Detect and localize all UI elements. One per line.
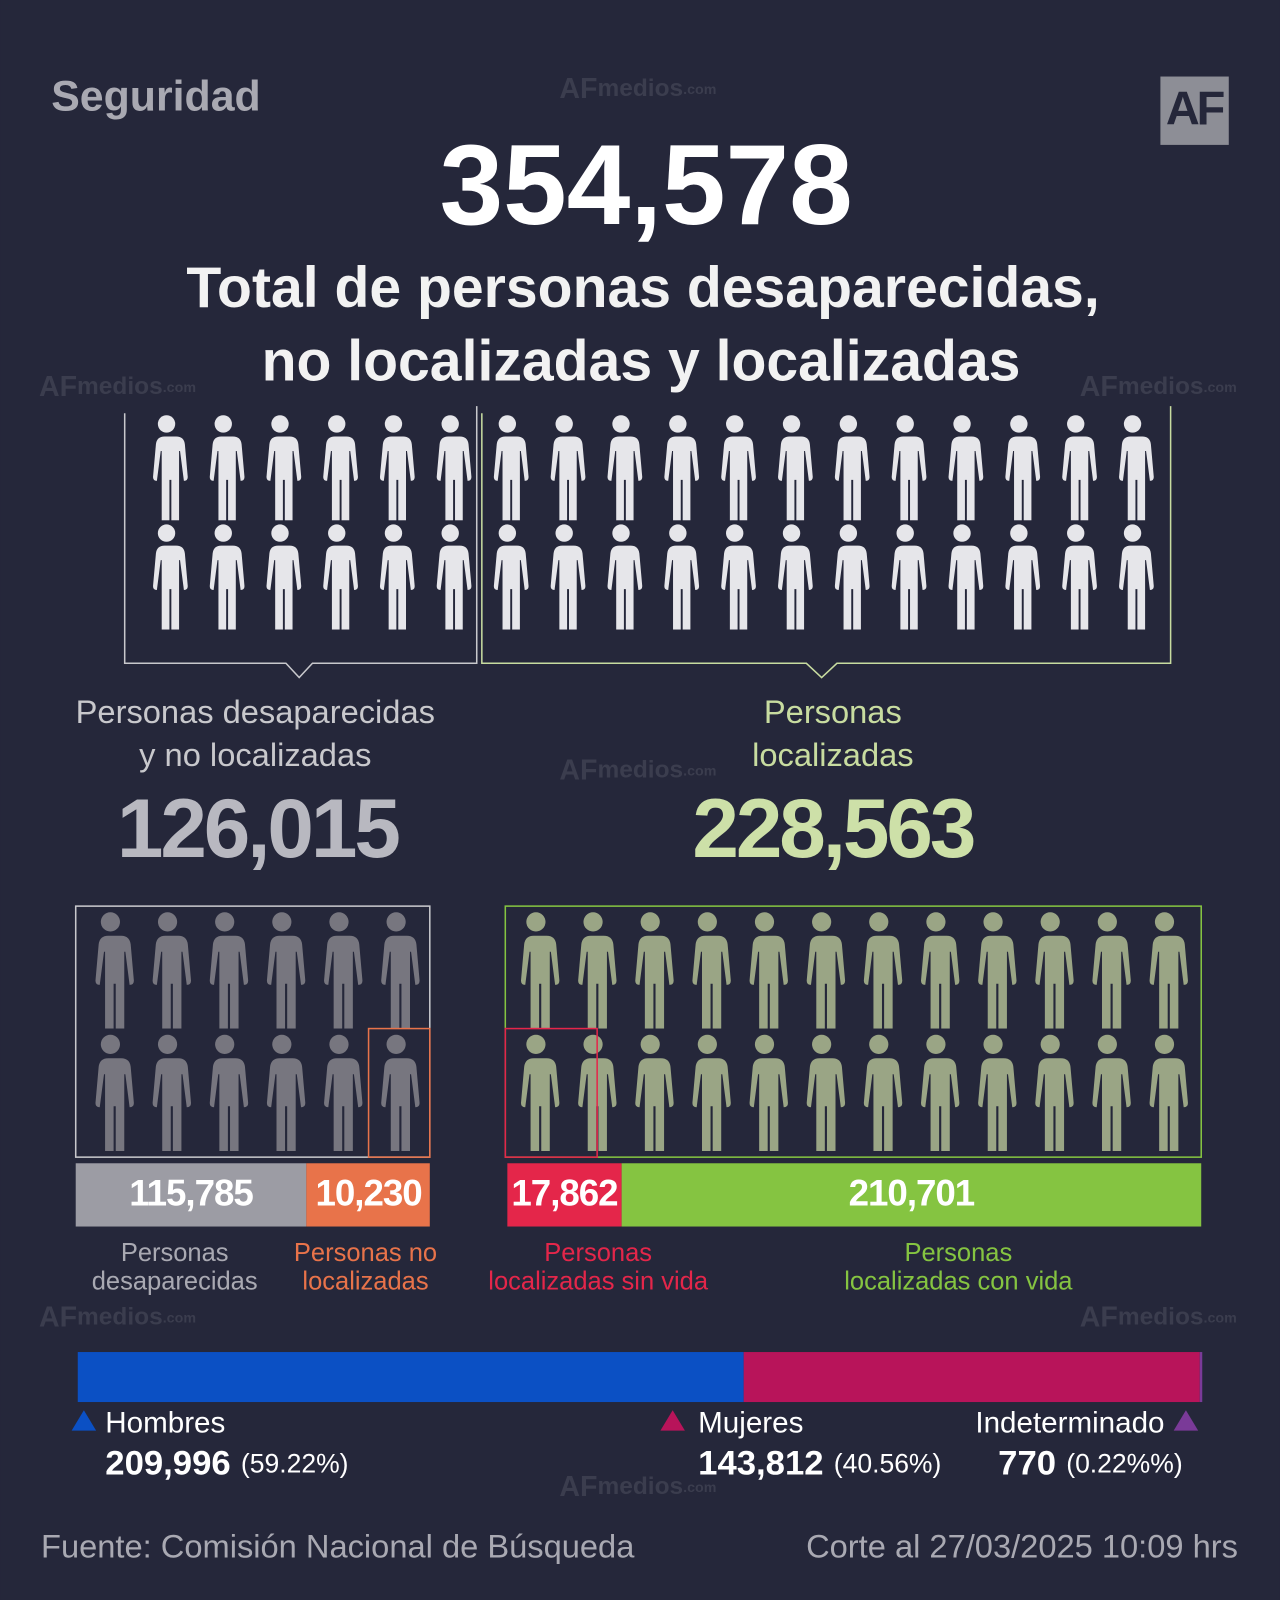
- marker: [71, 1410, 97, 1431]
- group-value: 126,015: [117, 781, 400, 875]
- gender-value: 209,996 (59.22%): [105, 1444, 348, 1482]
- segment-value: 115,785: [129, 1173, 253, 1214]
- segment-name: localizadas con vida: [844, 1267, 1073, 1295]
- watermark-part: .com: [163, 380, 196, 396]
- watermark-part: AF: [559, 72, 597, 104]
- section: Seguridad: [51, 72, 261, 120]
- watermark-part: AF: [1080, 370, 1118, 402]
- gender-count: 209,996: [105, 1444, 230, 1482]
- segment-name: localizadas: [302, 1267, 428, 1295]
- watermark-part: .com: [683, 1480, 716, 1496]
- gender-percent: (59.22%): [241, 1448, 349, 1478]
- highlight-box: [367, 1027, 431, 1158]
- group-name: Personas desaparecidas: [76, 693, 435, 730]
- total-title: no localizadas y localizadas: [262, 329, 1021, 393]
- watermark: AFmedios.com: [1080, 1301, 1237, 1333]
- segment-value: 10,230: [315, 1173, 421, 1214]
- total-title: Total de personas desaparecidas,: [186, 256, 1099, 320]
- segment-label-bg: [621, 1163, 1202, 1227]
- marker: [1173, 1410, 1199, 1431]
- highlight-box: [504, 1027, 598, 1158]
- segment-label-bg: [507, 1163, 622, 1227]
- gender-name: Mujeres: [698, 1406, 803, 1439]
- gender-segment: [1199, 1352, 1203, 1403]
- gender-value: 770 (0.22%%): [998, 1444, 1183, 1482]
- segment-name: Personas no: [294, 1239, 437, 1267]
- marker: [660, 1410, 685, 1431]
- watermark-part: medios: [597, 75, 683, 102]
- logo: AF: [1166, 83, 1224, 135]
- watermark-part: AF: [39, 370, 77, 402]
- gender-segment: [743, 1352, 1200, 1403]
- watermark-part: AF: [559, 754, 597, 786]
- watermark: AFmedios.com: [559, 754, 716, 786]
- watermark-part: .com: [683, 763, 716, 779]
- group-name: localizadas: [752, 736, 913, 773]
- watermark-part: .com: [683, 82, 716, 98]
- watermark-part: AF: [39, 1301, 77, 1333]
- watermark-part: medios: [1118, 1304, 1204, 1331]
- segment-name: desaparecidas: [92, 1267, 258, 1295]
- watermark-part: .com: [163, 1310, 196, 1326]
- bracket: [481, 406, 1172, 679]
- cut-date: Corte al 27/03/2025 10:09 hrs: [806, 1528, 1238, 1565]
- gender-count: 143,812: [698, 1444, 823, 1482]
- segment-name: Personas: [121, 1239, 229, 1267]
- watermark-part: medios: [597, 757, 683, 784]
- gender-percent: (0.22%%): [1066, 1448, 1182, 1478]
- watermark-part: medios: [1118, 373, 1204, 400]
- gender-count: 770: [998, 1444, 1056, 1482]
- watermark: AFmedios.com: [559, 72, 716, 104]
- watermark: AFmedios.com: [559, 1470, 716, 1502]
- watermark-part: AF: [559, 1470, 597, 1502]
- watermark: AFmedios.com: [39, 370, 196, 402]
- watermark-part: medios: [77, 1304, 163, 1331]
- segment-name: localizadas sin vida: [488, 1267, 709, 1295]
- watermark-part: AF: [1080, 1301, 1118, 1333]
- group-name: y no localizadas: [139, 736, 371, 773]
- segment-label-bg: [75, 1163, 307, 1227]
- gender-percent: (40.56%): [834, 1448, 942, 1478]
- logo-box: [1160, 76, 1229, 145]
- source: Fuente: Comisión Nacional de Búsqueda: [41, 1528, 635, 1565]
- watermark-part: .com: [1204, 1310, 1237, 1326]
- gender-segment: [77, 1352, 744, 1403]
- gender-name: Indeterminado: [975, 1406, 1164, 1439]
- segment-name: Personas: [544, 1239, 652, 1267]
- gender-name: Hombres: [105, 1406, 225, 1439]
- segment-value: 17,862: [511, 1173, 617, 1214]
- bracket: [123, 406, 478, 679]
- watermark-part: .com: [1204, 380, 1237, 396]
- group-value: 228,563: [692, 781, 974, 875]
- gender-value: 143,812 (40.56%): [698, 1444, 941, 1482]
- segment-label-bg: [306, 1163, 430, 1227]
- segment-name: Personas: [905, 1239, 1013, 1267]
- watermark-part: medios: [597, 1473, 683, 1500]
- watermark: AFmedios.com: [1080, 370, 1237, 402]
- watermark: AFmedios.com: [39, 1301, 196, 1333]
- group-name: Personas: [764, 693, 902, 730]
- segment-value: 210,701: [849, 1173, 975, 1214]
- watermark-part: medios: [77, 373, 163, 400]
- total-value: 354,578: [440, 122, 853, 249]
- gender-bar: Hombres 209,996 (59.22%) Mujeres 143,812 (40.…: [71, 1352, 1203, 1482]
